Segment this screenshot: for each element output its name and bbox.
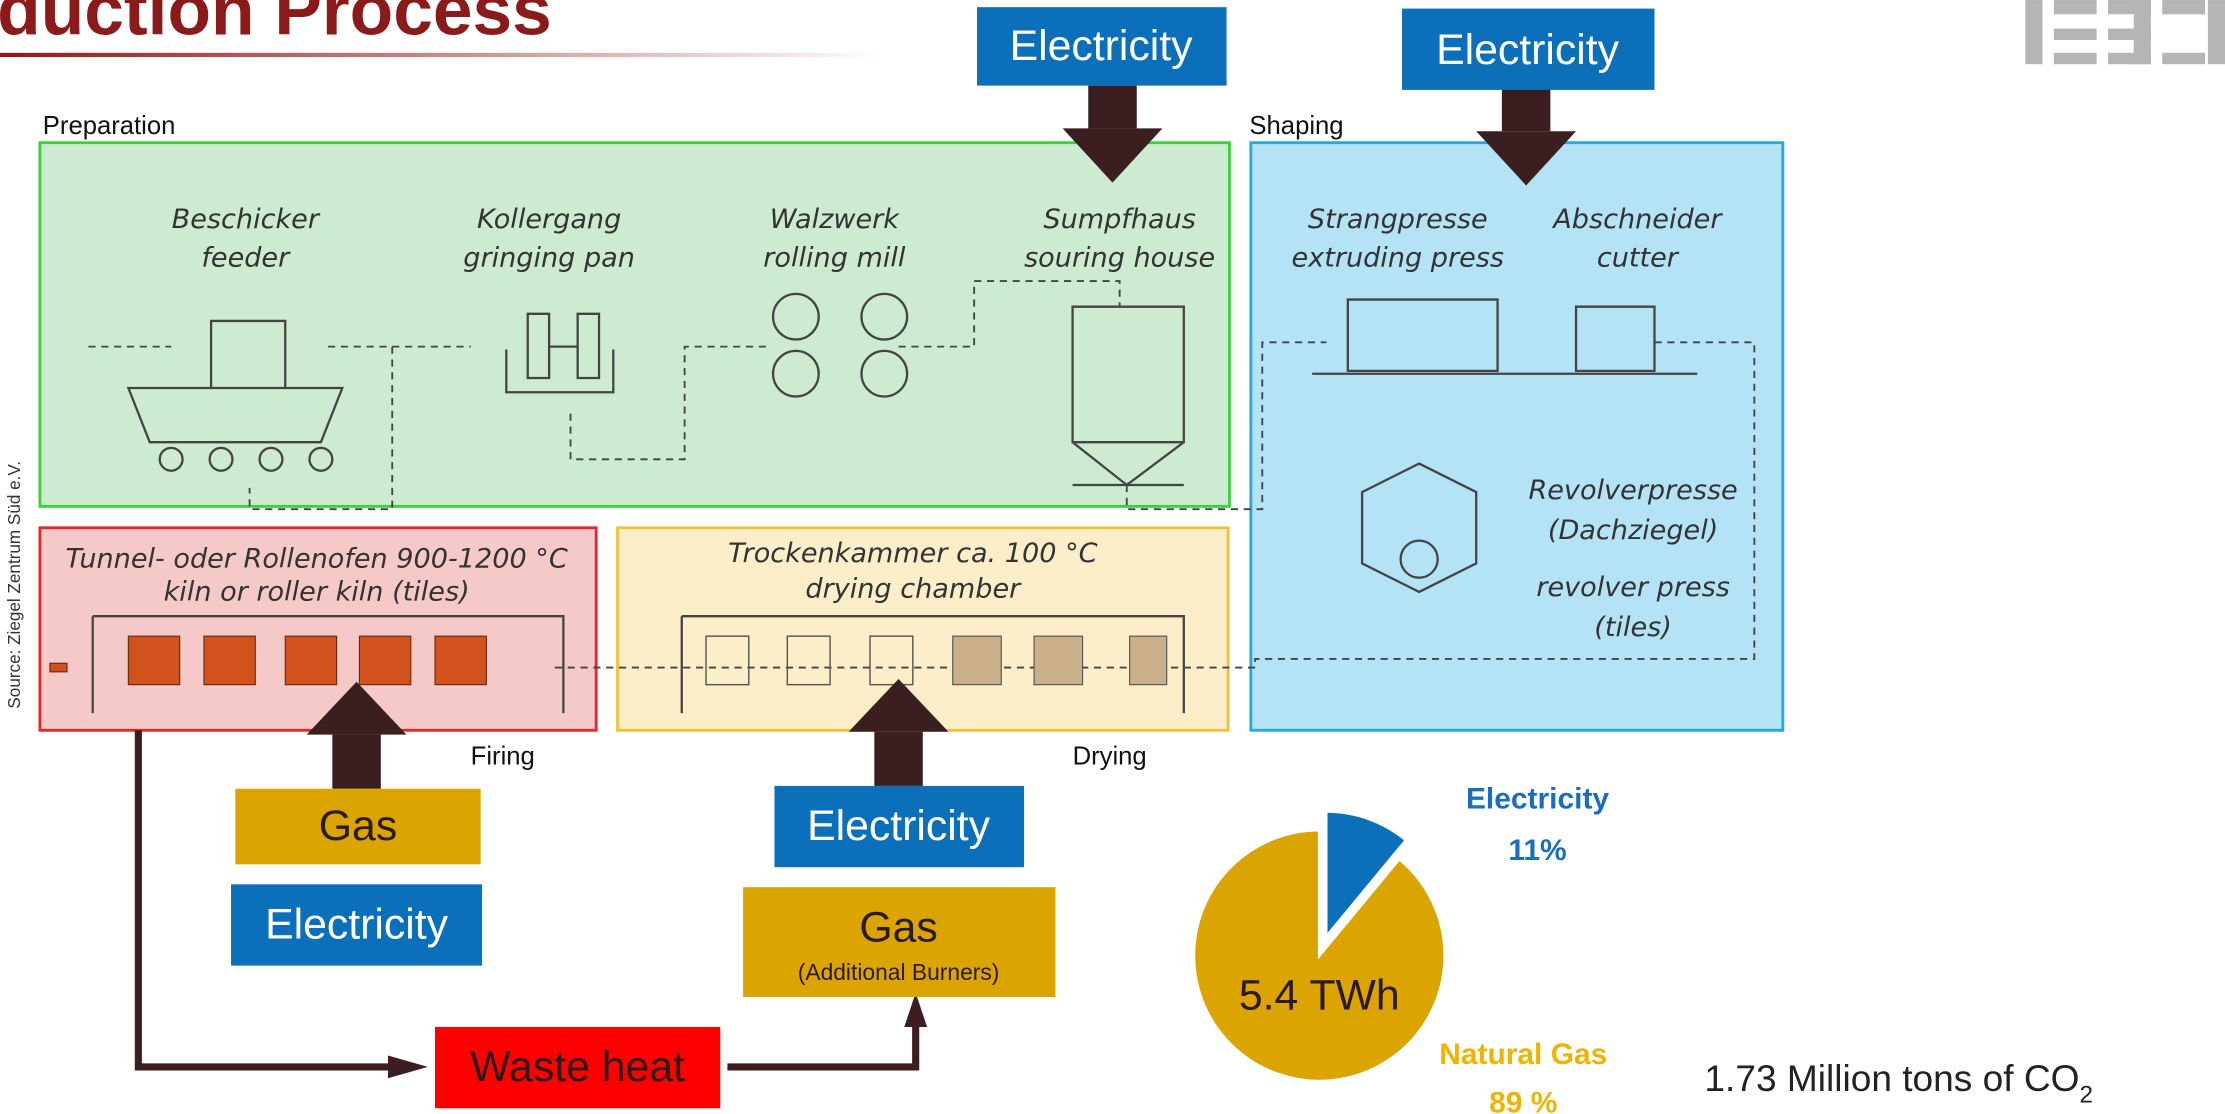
bricks: [435, 636, 486, 684]
electricity-label: Electricity: [1010, 22, 1194, 70]
machine-label: revolver press: [1536, 572, 1730, 603]
logo: [2208, 0, 2225, 64]
gas-note: (Additional Burners): [798, 959, 1000, 985]
machine-label: (Dachziegel): [1548, 515, 1718, 546]
flow-arrows: [1502, 88, 1550, 131]
logo: [2054, 29, 2097, 40]
drying-tiles: [953, 636, 1167, 684]
slide-title: duction Process: [0, 0, 552, 50]
logo: [2025, 0, 2042, 64]
pie-value-label: 89 %: [1489, 1087, 1557, 1114]
section-label: Shaping: [1249, 112, 1343, 140]
electricity-label: Electricity: [1436, 26, 1620, 74]
machine-label: gringing pan: [463, 243, 635, 274]
machine-label: Trockenkammer ca. 100 °C: [728, 538, 1097, 569]
electricity-label: Electricity: [807, 802, 991, 850]
logo: [2054, 0, 2097, 14]
energy-pie: [1194, 811, 1445, 1081]
bricks: [128, 636, 179, 684]
source-note: Source: Ziegel Zentrum Süd e.V.: [5, 461, 24, 709]
machine-label: Beschicker: [172, 204, 321, 235]
drying-tiles: [1130, 636, 1167, 684]
logo: [2054, 53, 2097, 64]
pie-legend-label: Electricity: [1466, 783, 1609, 816]
bricks: [359, 636, 410, 684]
machine-label: Sumpfhaus: [1043, 204, 1195, 235]
pie-legend-label: Natural Gas: [1439, 1038, 1607, 1071]
machine-label: souring house: [1024, 243, 1215, 274]
pie-center-label: 5.4 TWh: [1239, 972, 1400, 1020]
waste-heat-label: Waste heat: [470, 1043, 685, 1091]
electricity-label: Electricity: [265, 900, 449, 948]
bricks: [204, 636, 255, 684]
bricks: [285, 636, 336, 684]
section-label: Firing: [471, 743, 535, 771]
logo: [2025, 0, 2225, 64]
gas-label: Gas: [319, 802, 397, 850]
section-label: Drying: [1073, 743, 1147, 771]
machine-label: Abschneider: [1551, 204, 1723, 235]
machine-label: feeder: [201, 243, 291, 274]
drying-tiles: [1034, 636, 1082, 684]
machine-label: cutter: [1597, 243, 1680, 274]
page: { "header": {"title": "duction Process"}…: [0, 0, 2225, 1114]
preparation-area: [40, 143, 1230, 507]
machine-label: Revolverpresse: [1528, 475, 1737, 506]
machine-label: kiln or roller kiln (tiles): [164, 577, 470, 608]
logo: [2162, 0, 2205, 14]
machine-label: Tunnel- oder Rollenofen 900-1200 °C: [66, 544, 568, 575]
bricks: [50, 663, 67, 672]
flow-arrows: [1088, 86, 1136, 129]
logo: [2162, 53, 2205, 64]
machine-label: Strangpresse: [1308, 204, 1488, 235]
gas-label: Gas: [859, 903, 937, 951]
pie-value-label: 11%: [1508, 834, 1566, 867]
machine-label: rolling mill: [763, 243, 906, 274]
machine-label: (tiles): [1594, 612, 1672, 643]
drying-tiles: [953, 636, 1001, 684]
machine-label: extruding press: [1292, 243, 1504, 274]
title-underline: [0, 53, 884, 57]
co2-main: 1.73 Million tons of CO: [1704, 1057, 2079, 1099]
section-label: Preparation: [43, 112, 176, 140]
logo: [2108, 53, 2151, 64]
pie-slice: [1194, 830, 1445, 1081]
machine-label: drying chamber: [805, 574, 1022, 605]
machine-label: Kollergang: [477, 204, 621, 235]
logo: [2108, 29, 2151, 40]
machine-label: Walzwerk: [770, 204, 901, 235]
co2-subscript: 2: [2079, 1082, 2092, 1109]
slide: duction Process Preparation Shaping Firi…: [0, 0, 2225, 1114]
flow-arrows: [874, 732, 922, 786]
flow-arrows: [332, 735, 380, 789]
co2-text: 1.73 Million tons of CO2: [1704, 1057, 2093, 1108]
